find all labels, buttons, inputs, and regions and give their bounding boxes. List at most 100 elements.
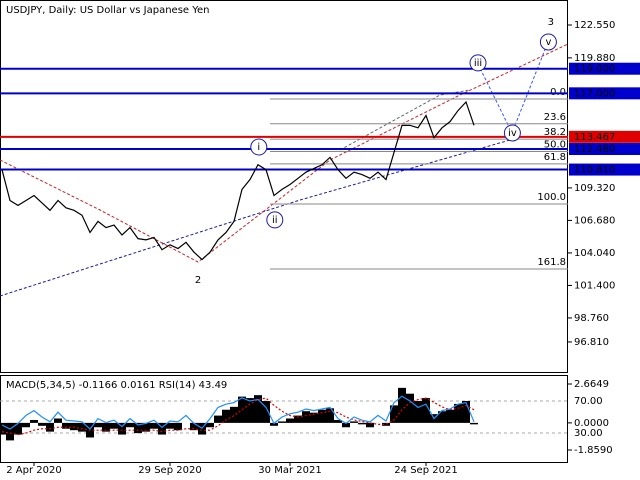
macd-bar xyxy=(150,422,158,429)
macd-bar xyxy=(94,422,102,428)
macd-bar xyxy=(206,422,214,428)
macd-bar xyxy=(214,415,222,423)
macd-bar xyxy=(6,422,14,441)
y2-tick-label: 30.00 xyxy=(574,428,603,439)
macd-bar xyxy=(366,422,374,428)
fib-label: 38.2 xyxy=(544,127,566,138)
wave-circle xyxy=(539,33,557,51)
macd-bar xyxy=(246,398,254,423)
macd-bar xyxy=(334,419,342,423)
wave-circle xyxy=(266,211,284,229)
level-tag xyxy=(569,142,640,155)
wave-circle xyxy=(250,138,268,156)
y-tick-label: 119.880 xyxy=(574,53,615,64)
x-tick-label: 30 Mar 2021 xyxy=(258,465,321,476)
fib-label: 61.8 xyxy=(544,152,566,163)
macd-bar xyxy=(406,393,414,423)
macd-bar xyxy=(70,422,78,431)
macd-bar xyxy=(422,398,430,423)
macd-bar xyxy=(166,422,174,429)
fib-label: 100.0 xyxy=(537,192,566,203)
sub-panel-frame xyxy=(0,375,568,463)
wave-label: i xyxy=(257,142,260,153)
wave-circle xyxy=(503,124,521,142)
main-panel-frame xyxy=(0,0,568,373)
macd-bar xyxy=(30,419,38,423)
macd-bar xyxy=(262,400,270,423)
chart-title: USDJPY, Daily: US Dollar vs Japanese Yen xyxy=(6,5,210,16)
fib-label: 50.0 xyxy=(544,140,566,151)
y-tick-label: 104.040 xyxy=(574,248,615,259)
x-tick-label: 29 Sep 2020 xyxy=(138,465,201,476)
y-tick-label: 109.320 xyxy=(574,183,615,194)
trend-channel xyxy=(0,139,511,297)
macd-bar xyxy=(358,422,366,425)
rsi-line xyxy=(1,395,475,430)
macd-bar xyxy=(438,411,446,423)
macd-bar xyxy=(350,421,358,423)
macd-bar xyxy=(382,422,390,426)
macd-bar xyxy=(0,422,6,435)
macd-bar xyxy=(110,422,118,429)
y-tick-label: 101.400 xyxy=(574,280,615,291)
wave-label: 2 xyxy=(195,275,201,286)
x-tick-label: 24 Sep 2021 xyxy=(394,465,457,476)
macd-bar xyxy=(78,422,86,432)
macd-bar xyxy=(158,422,166,435)
macd-bar xyxy=(302,411,310,423)
macd-bar xyxy=(222,409,230,423)
level-label: 117.000 xyxy=(574,88,615,99)
x-tick-label: 2 Apr 2020 xyxy=(6,465,61,476)
macd-bar xyxy=(54,418,62,423)
macd-bar xyxy=(46,422,54,432)
fib-label: 23.6 xyxy=(544,112,566,123)
indicator-title: MACD(5,34,5) -0.1166 0.0161 RSI(14) 43.4… xyxy=(6,380,227,391)
wave-label: 3 xyxy=(548,17,554,28)
y-tick-label: 96.810 xyxy=(574,337,609,348)
level-tag xyxy=(569,130,640,143)
macd-bar xyxy=(230,406,238,423)
macd-bar xyxy=(310,412,318,423)
wave-guide xyxy=(0,43,569,263)
macd-bar xyxy=(414,400,422,423)
wave-circle xyxy=(469,54,487,72)
macd-bar xyxy=(286,418,294,423)
y2-tick-label: 70.00 xyxy=(574,396,603,407)
macd-bar xyxy=(38,422,46,426)
macd-bar xyxy=(454,403,462,423)
level-tag xyxy=(569,62,640,75)
wave-label: iv xyxy=(508,128,517,139)
level-tag xyxy=(569,163,640,176)
macd-bar xyxy=(318,409,326,423)
macd-bar xyxy=(294,415,302,423)
macd-bar xyxy=(14,422,22,435)
macd-bar xyxy=(254,395,262,423)
y-tick-label: 106.680 xyxy=(574,215,615,226)
wave-projection xyxy=(477,41,549,135)
level-tag xyxy=(569,87,640,100)
macd-bar xyxy=(470,422,478,425)
y-tick-label: 122.550 xyxy=(574,20,615,31)
macd-bar xyxy=(62,422,70,429)
macd-bar xyxy=(278,421,286,423)
fib-label: 161.8 xyxy=(537,257,566,268)
macd-bar xyxy=(390,405,398,423)
y-tick-label: 0.0000 xyxy=(574,418,609,429)
macd-bar xyxy=(462,400,470,423)
macd-bar xyxy=(102,422,110,432)
macd-bar xyxy=(126,422,134,428)
macd-bar xyxy=(398,387,406,423)
macd-bar xyxy=(134,422,142,434)
macd-bar xyxy=(174,422,182,431)
macd-bar xyxy=(342,422,350,428)
y-tick-label: 98.760 xyxy=(574,313,609,324)
level-label: 119.000 xyxy=(574,64,615,75)
macd-bar xyxy=(190,422,198,431)
macd-bar xyxy=(22,422,30,428)
macd-bar xyxy=(326,408,334,423)
level-label: 113.467 xyxy=(574,132,615,143)
wave-label: v xyxy=(545,37,551,48)
wave-label: ii xyxy=(272,215,278,226)
price-line xyxy=(1,100,475,261)
